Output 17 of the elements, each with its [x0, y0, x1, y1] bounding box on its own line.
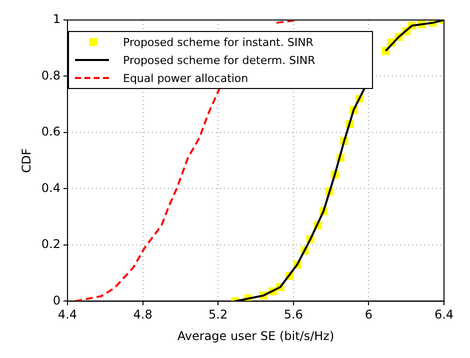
x-tick-label: 4.4 — [58, 308, 78, 322]
y-tick-label: 1 — [52, 12, 60, 26]
legend-label: Proposed scheme for instant. SINR — [123, 36, 314, 48]
y-tick-label: 0 — [52, 293, 60, 308]
legend-label: Equal power allocation — [123, 72, 248, 84]
y-axis-title: CDF — [19, 148, 34, 173]
y-tick-label: 0.4 — [41, 180, 60, 195]
x-tick-label: 6.4 — [434, 308, 454, 322]
x-axis-title: Average user SE (bit/s/Hz) — [177, 328, 334, 343]
y-tick-label: 0.6 — [41, 124, 60, 139]
x-tick-label: 5.2 — [208, 308, 228, 322]
legend-label: Proposed scheme for determ. SINR — [123, 54, 316, 66]
x-tick-label: 5.6 — [284, 308, 303, 322]
x-tick-label: 4.8 — [133, 308, 152, 322]
y-tick-label: 0.8 — [41, 68, 60, 82]
y-tick-label: 0.2 — [41, 237, 60, 252]
x-tick-label: 6 — [364, 308, 373, 322]
